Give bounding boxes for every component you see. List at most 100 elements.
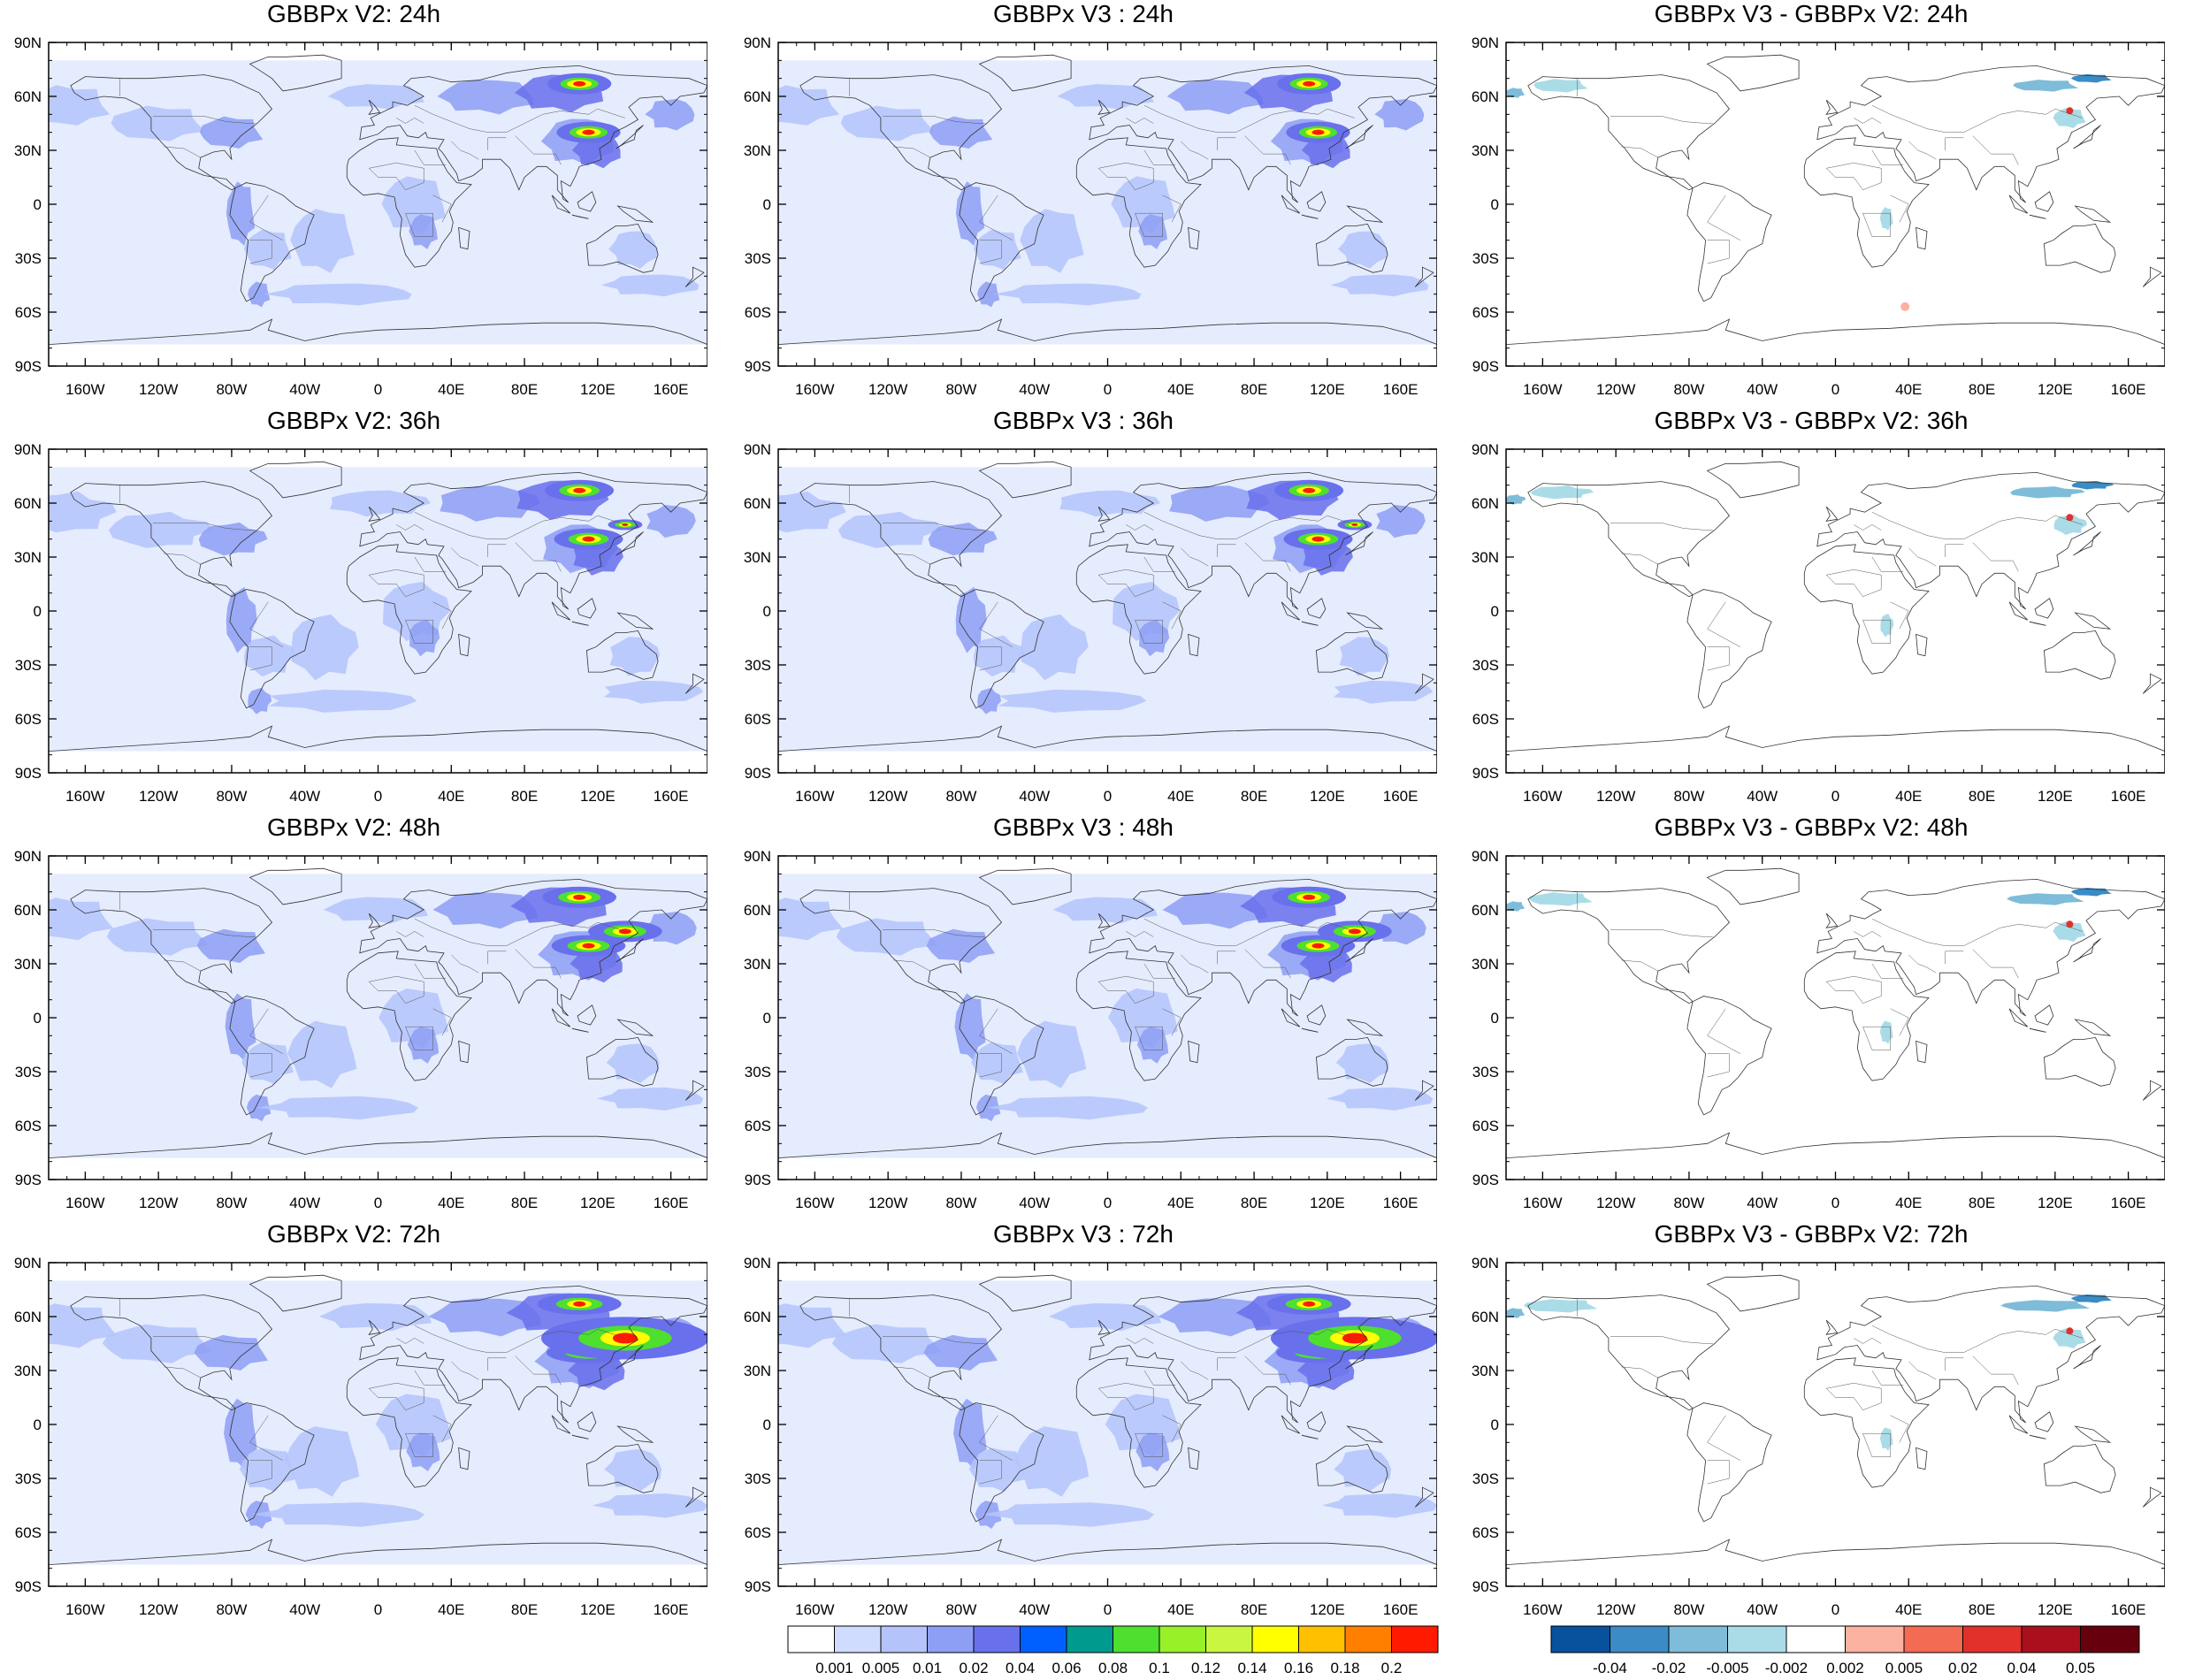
- lat-tick-label: 60S: [1472, 304, 1499, 321]
- plot-frame: 90N 60N 30N 0 30S 60S 90S 160W 120W 80W 40W 0 40E 80E…: [744, 34, 1437, 398]
- colorbar-label: 0.04: [1006, 1660, 1035, 1676]
- lon-tick-label: 40W: [1747, 1195, 1778, 1211]
- lon-tick-label: 0: [374, 1601, 382, 1618]
- lat-tick-label: 90N: [1472, 1255, 1499, 1271]
- concentration-field: [778, 60, 1437, 345]
- lat-tick-label: 30S: [1472, 250, 1499, 267]
- map-panel-v2-24h: 90N 60N 30N 0 30S 60S 90S 160W 120W 80W 40W 0 40E 80E…: [0, 0, 707, 398]
- lat-tick-label: 60N: [1472, 1309, 1499, 1325]
- lat-tick-label: 0: [763, 1417, 771, 1433]
- map-panel-diff-36h: 90N 60N 30N 0 30S 60S 90S 160W 120W 80W 40W 0 40E 80E…: [1457, 407, 2165, 805]
- lat-tick-label: 60S: [745, 1524, 771, 1541]
- concentration-field: [778, 874, 1437, 1158]
- coastlines: [49, 54, 707, 366]
- hotspot-siberia: [1274, 479, 1344, 501]
- lon-tick-label: 0: [374, 381, 382, 398]
- lat-tick-label: 30S: [1472, 657, 1499, 674]
- colorbar-box: [1251, 1625, 1299, 1653]
- plot-frame: 90N 60N 30N 0 30S 60S 90S 160W 120W 80W 40W 0 40E 80E…: [1472, 441, 2165, 805]
- colorbar-label: 0.2: [1381, 1660, 1403, 1676]
- lat-tick-label: 60S: [745, 1118, 771, 1134]
- country-borders: [849, 1298, 1355, 1485]
- lon-tick-label: 40W: [1747, 381, 1778, 398]
- colorbar-box: [927, 1625, 975, 1653]
- hotspot-siberia: [545, 479, 615, 501]
- lon-tick-label: 120E: [2038, 1601, 2073, 1618]
- lon-tick-label: 160W: [65, 1195, 104, 1211]
- lon-tick-label: 80E: [511, 1195, 538, 1211]
- lat-tick-label: 60N: [1472, 902, 1499, 919]
- lon-tick-label: 160W: [795, 1195, 834, 1211]
- colorbar-box: [1298, 1625, 1346, 1653]
- lon-tick-label: 80E: [511, 1601, 538, 1618]
- lat-tick-label: 90S: [1472, 1172, 1499, 1188]
- lat-tick-label: 60N: [14, 495, 42, 512]
- lon-tick-label: 80E: [1241, 1601, 1267, 1618]
- lon-tick-label: 160E: [1383, 1601, 1418, 1618]
- map-panel-v3-72h: 90N 60N 30N 0 30S 60S 90S 160W 120W 80W 40W 0 40E 80E…: [730, 1220, 1437, 1618]
- lon-tick-label: 120E: [1310, 1195, 1345, 1211]
- colorbar-box: [2080, 1625, 2140, 1653]
- lat-tick-label: 0: [34, 1417, 42, 1433]
- lat-tick-label: 0: [763, 196, 771, 213]
- lon-tick-label: 160E: [2111, 381, 2146, 398]
- lon-tick-label: 40E: [1895, 788, 1922, 805]
- colorbar-box: [1113, 1625, 1160, 1653]
- plot-frame: 90N 60N 30N 0 30S 60S 90S 160W 120W 80W 40W 0 40E 80E…: [744, 848, 1437, 1211]
- lat-tick-label: 60S: [1472, 1118, 1499, 1134]
- lon-tick-label: 160E: [654, 788, 689, 805]
- colorbar-label: 0.06: [1051, 1660, 1081, 1676]
- panel-title: GBBPx V2: 24h: [266, 0, 441, 27]
- lat-tick-label: 60S: [15, 1118, 42, 1134]
- lat-tick-label: 60N: [14, 902, 42, 919]
- coastlines: [49, 1274, 707, 1586]
- plot-frame: 90N 60N 30N 0 30S 60S 90S 160W 120W 80W 40W 0 40E 80E…: [14, 1255, 707, 1618]
- lat-tick-label: 30S: [15, 1470, 42, 1487]
- country-borders: [1577, 1298, 2083, 1485]
- lon-tick-label: 160W: [65, 1601, 104, 1618]
- colorbar-label: -0.005: [1706, 1660, 1748, 1676]
- colorbar-box: [1903, 1625, 1963, 1653]
- lat-tick-label: 30S: [745, 657, 771, 674]
- lon-tick-label: 0: [1104, 788, 1112, 805]
- colorbar-difference: -0.04 -0.02 -0.005 -0.002 0.002 0.005 0.02 0.04…: [1550, 1625, 2169, 1680]
- lat-tick-label: 90N: [744, 1255, 771, 1271]
- plot-frame: 90N 60N 30N 0 30S 60S 90S 160W 120W 80W 40W 0 40E 80E…: [744, 1255, 1437, 1618]
- lon-tick-label: 160W: [795, 788, 834, 805]
- lat-tick-label: 60N: [744, 1309, 771, 1325]
- lat-tick-label: 30S: [1472, 1064, 1499, 1081]
- lat-tick-label: 60S: [745, 304, 771, 321]
- lon-tick-label: 40E: [438, 788, 464, 805]
- lat-tick-label: 30N: [1472, 956, 1499, 973]
- lon-tick-label: 160E: [654, 1195, 689, 1211]
- lon-tick-label: 40E: [1895, 1195, 1922, 1211]
- lat-tick-label: 30N: [744, 1363, 771, 1379]
- lon-tick-label: 160E: [2111, 1195, 2146, 1211]
- country-borders: [1577, 485, 2083, 671]
- panel-title: GBBPx V2: 36h: [266, 407, 441, 434]
- lon-tick-label: 80E: [511, 381, 538, 398]
- country-borders: [1577, 891, 2083, 1078]
- country-borders: [849, 78, 1355, 264]
- colorbar-label: -0.02: [1652, 1660, 1686, 1676]
- lon-tick-label: 120W: [1596, 1195, 1635, 1211]
- lon-tick-label: 80W: [1673, 788, 1704, 805]
- hotspot-siberia: [1272, 886, 1346, 908]
- hotspot-east-china: [554, 528, 623, 550]
- map-panel-v2-48h: 90N 60N 30N 0 30S 60S 90S 160W 120W 80W 40W 0 40E 80E…: [0, 813, 707, 1211]
- lon-tick-label: 0: [1831, 788, 1839, 805]
- lat-tick-label: 90S: [15, 765, 42, 782]
- colorbar-label: 0.14: [1237, 1660, 1266, 1676]
- lat-tick-label: 90S: [745, 765, 771, 782]
- colorbar-label: 0.005: [1885, 1660, 1923, 1676]
- lon-tick-label: 80W: [945, 788, 976, 805]
- lon-tick-label: 80W: [216, 1195, 247, 1211]
- lon-tick-label: 40W: [1019, 1195, 1050, 1211]
- lon-tick-label: 80E: [511, 788, 538, 805]
- concentration-field: [778, 1280, 1437, 1565]
- hotspot-siberia: [1266, 1293, 1351, 1315]
- colorbar-box: [1727, 1625, 1787, 1653]
- lat-tick-label: 90S: [1472, 358, 1499, 375]
- map-panel-diff-48h: 90N 60N 30N 0 30S 60S 90S 160W 120W 80W 40W 0 40E 80E…: [1457, 813, 2165, 1211]
- panel-title: GBBPx V3 - GBBPx V2: 36h: [1654, 407, 1969, 434]
